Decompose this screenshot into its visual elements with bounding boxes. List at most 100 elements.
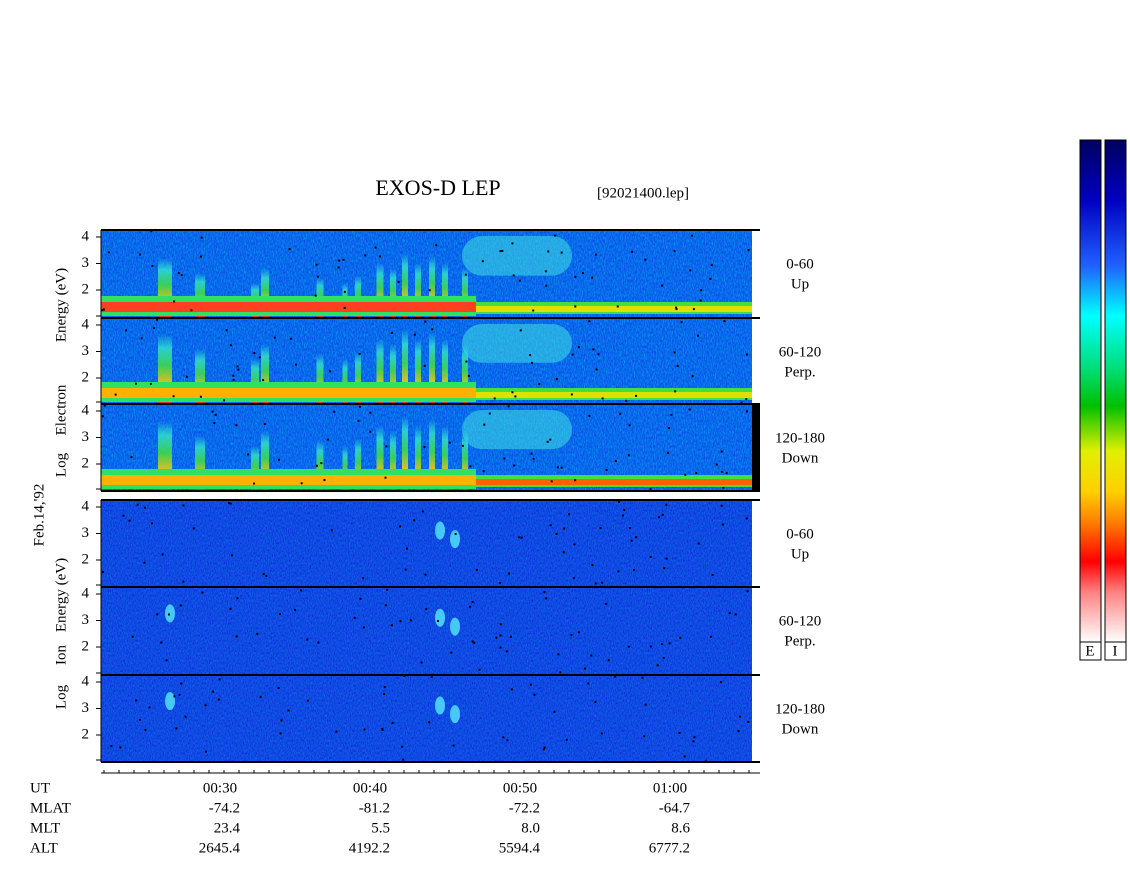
noise-dot (619, 412, 622, 415)
noise-dot (560, 466, 563, 469)
low-energy-band-core (476, 479, 752, 485)
noise-dot (364, 254, 367, 257)
noise-dot (592, 348, 595, 351)
noise-dot (690, 234, 693, 237)
noise-dot (588, 414, 591, 417)
noise-dot (144, 729, 147, 732)
noise-dot (397, 280, 400, 283)
noise-dot (413, 333, 416, 336)
noise-dot (549, 524, 552, 527)
y-tick-label: 3 (82, 255, 90, 271)
colorbar-i-box (1104, 641, 1127, 661)
noise-dot (236, 365, 239, 368)
noise-dot (279, 732, 282, 735)
noise-dot (594, 701, 597, 704)
noise-dot (136, 503, 139, 506)
noise-dot (424, 573, 427, 576)
noise-dot (688, 408, 691, 411)
noise-dot (391, 721, 394, 724)
noise-dot (649, 555, 652, 558)
noise-dot (501, 249, 504, 252)
noise-dot (232, 374, 235, 377)
time-label: 00:50 (503, 780, 537, 796)
y-tick-label: 2 (82, 551, 90, 567)
noise-dot (180, 274, 183, 277)
low-energy-band-core (101, 475, 476, 485)
noise-dot (737, 730, 740, 733)
low-energy-band-core (476, 306, 752, 312)
noise-dot (661, 284, 664, 287)
footer-value: -74.2 (209, 800, 240, 816)
noise-dot (390, 331, 393, 334)
noise-dot (574, 479, 577, 482)
burst (442, 339, 448, 404)
footer-value: 5.5 (371, 820, 390, 836)
burst (195, 349, 205, 404)
noise-dot (326, 438, 329, 441)
noise-dot (734, 613, 737, 616)
noise-dot (413, 519, 416, 522)
footer-label: MLT (30, 820, 60, 836)
noise-dot (570, 634, 573, 637)
noise-dot (660, 643, 663, 646)
noise-dot (161, 553, 164, 556)
noise-dot (711, 573, 714, 576)
noise-dot (649, 645, 652, 648)
noise-dot (614, 675, 617, 678)
noise-dot (571, 353, 574, 356)
noise-dot (425, 608, 428, 611)
noise-dot (229, 502, 232, 505)
noise-dot (399, 525, 402, 528)
noise-dot (128, 519, 131, 522)
direction: Perp. (784, 633, 815, 649)
noise-dot (184, 715, 187, 718)
noise-dot (601, 581, 604, 584)
noise-dot (103, 404, 106, 407)
low-energy-band-core (101, 302, 476, 312)
y-tick-label: 4 (82, 585, 90, 601)
noise-dot (692, 308, 695, 311)
noise-dot (747, 721, 750, 724)
noise-dot (570, 393, 573, 396)
noise-dot (630, 539, 633, 542)
noise-dot (683, 755, 686, 758)
noise-dot (140, 337, 143, 340)
noise-dot (508, 572, 511, 575)
noise-dot (557, 653, 560, 656)
noise-dot (464, 273, 467, 276)
burst (376, 426, 384, 491)
noise-dot (306, 699, 309, 702)
footer-value: 2645.4 (199, 840, 241, 856)
noise-dot (383, 692, 386, 695)
y-axis-label: Electron (53, 384, 69, 435)
noise-dot (461, 444, 464, 447)
y-tick-label: 3 (82, 525, 90, 541)
y-tick-label: 4 (82, 498, 90, 514)
noise-dot (173, 300, 176, 303)
noise-dot (435, 244, 438, 247)
noise-dot (739, 715, 742, 718)
noise-dot (595, 368, 598, 371)
noise-dot (172, 395, 175, 398)
noise-dot (277, 458, 280, 461)
noise-dot (572, 577, 575, 580)
y-tick-label: 3 (82, 612, 90, 628)
burst (462, 344, 468, 404)
noise-dot (673, 351, 676, 354)
noise-dot (530, 452, 533, 455)
noise-dot (369, 411, 372, 414)
noise-dot (225, 329, 228, 332)
colorbar-label: I (1113, 643, 1118, 659)
noise-dot (720, 470, 723, 473)
noise-dot (623, 508, 626, 511)
noise-dot (214, 413, 217, 416)
noise-dot (709, 635, 712, 638)
burst (415, 339, 421, 404)
noise-dot (381, 728, 384, 731)
noise-dot (320, 462, 323, 465)
y-tick-label: 3 (82, 700, 90, 716)
noise-dot (661, 513, 664, 516)
noise-dot (384, 604, 387, 607)
noise-dot (700, 289, 703, 292)
burst (390, 431, 396, 491)
